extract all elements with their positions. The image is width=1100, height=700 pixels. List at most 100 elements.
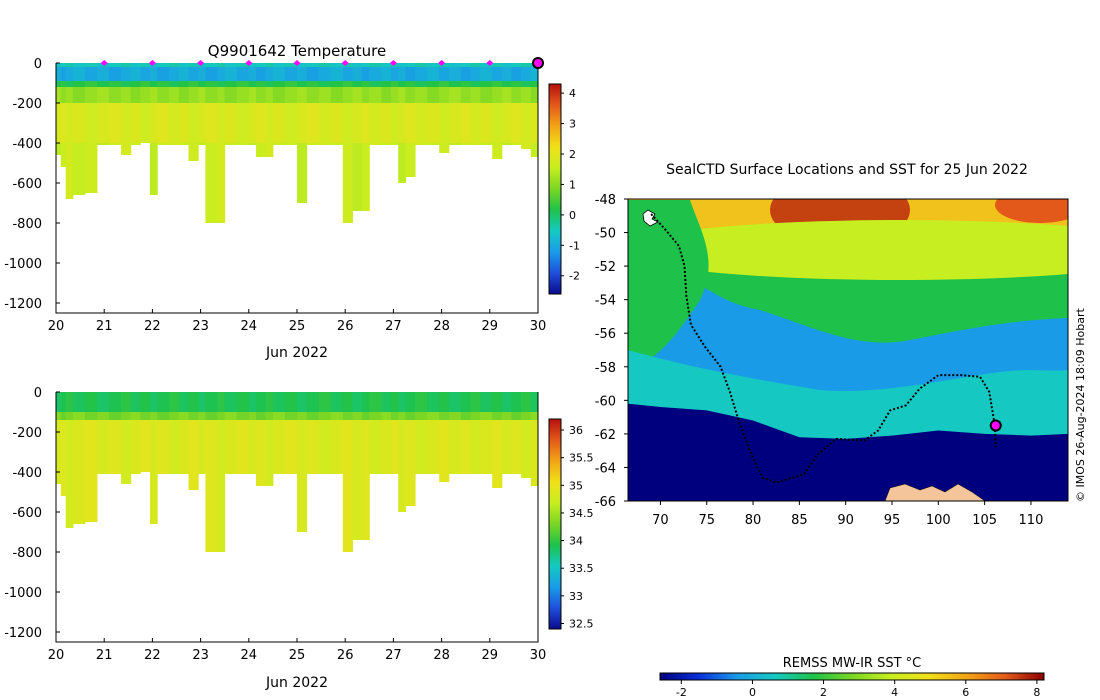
- section-cell: [130, 143, 141, 145]
- section-cell: [521, 81, 532, 87]
- x-tick-label: 25: [289, 648, 306, 663]
- section-cell: [330, 392, 344, 412]
- section-cell: [342, 103, 353, 143]
- section-cell: [297, 103, 308, 143]
- section-cell: [415, 63, 428, 67]
- section-cell: [297, 143, 308, 203]
- section-cell: [415, 392, 428, 412]
- section-cell: [188, 87, 199, 103]
- section-cell: [511, 412, 522, 420]
- section-cell: [427, 103, 440, 143]
- x-tick-label: 30: [530, 648, 547, 663]
- section-cell: [381, 103, 392, 143]
- section-cell: [224, 412, 238, 420]
- section-cell: [460, 392, 472, 412]
- section-cell: [330, 420, 344, 474]
- section-cell: [318, 143, 332, 145]
- section-cell: [130, 87, 141, 103]
- section-cell: [297, 81, 308, 87]
- y-tick-label: 0: [34, 57, 42, 72]
- section-cell: [460, 87, 472, 103]
- section-cell: [84, 81, 98, 87]
- section-cell: [480, 81, 493, 87]
- section-cell: [96, 392, 110, 412]
- section-cell: [306, 412, 320, 420]
- sst-map-longitude-axis: 70 75 80 85 90 95 100 105 110: [652, 501, 1043, 528]
- section-cell: [217, 412, 226, 420]
- section-cell: [130, 420, 141, 474]
- section-cell: [492, 67, 503, 81]
- section-cell: [342, 87, 353, 103]
- section-cell: [398, 412, 406, 420]
- section-cell: [272, 412, 286, 420]
- section-cell: [521, 67, 532, 81]
- section-cell: [121, 103, 132, 143]
- lon-tick-label: 80: [745, 513, 762, 528]
- section-cell: [530, 103, 538, 143]
- section-cell: [448, 143, 462, 145]
- section-cell: [381, 67, 392, 81]
- section-cell: [501, 63, 512, 67]
- section-cell: [330, 87, 344, 103]
- section-cell: [352, 81, 363, 87]
- section-cell: [439, 143, 450, 153]
- section-cell: [342, 63, 353, 67]
- section-cell: [178, 81, 190, 87]
- section-cell: [130, 392, 141, 412]
- section-cell: [65, 81, 74, 87]
- section-cell: [65, 103, 74, 143]
- section-cell: [188, 103, 199, 143]
- section-cell: [352, 67, 363, 81]
- section-cell: [470, 420, 481, 474]
- section-cell: [248, 67, 257, 81]
- section-cell: [130, 81, 141, 87]
- section-cell: [121, 87, 132, 103]
- section-cell: [521, 63, 532, 67]
- section-cell: [427, 392, 440, 412]
- x-tick-label: 23: [192, 319, 209, 334]
- section-cell: [205, 63, 218, 67]
- section-cell: [272, 67, 286, 81]
- sst-cold-west: [628, 200, 709, 370]
- section-cell: [362, 420, 370, 540]
- lon-tick-label: 105: [972, 513, 997, 528]
- section-cell: [297, 420, 308, 532]
- sst-colorbar-tick-label: -2: [676, 686, 687, 699]
- x-tick-label: 22: [144, 648, 161, 663]
- section-cell: [470, 392, 481, 412]
- section-cell: [96, 412, 110, 420]
- section-cell: [330, 81, 344, 87]
- section-cell: [352, 392, 363, 412]
- imos-credit: © IMOS 26-Aug-2024 18:09 Hobart: [1074, 308, 1087, 502]
- section-cell: [157, 63, 170, 67]
- lat-tick-label: -48: [595, 193, 616, 208]
- lon-tick-label: 110: [1019, 513, 1044, 528]
- section-cell: [460, 81, 472, 87]
- section-cell: [178, 63, 190, 67]
- section-cell: [157, 420, 170, 474]
- section-cell: [188, 81, 199, 87]
- section-cell: [56, 103, 62, 143]
- section-cell: [236, 87, 250, 103]
- section-cell: [284, 392, 298, 412]
- section-cell: [56, 420, 62, 484]
- salinity-x-axis-label: Jun 2022: [265, 675, 328, 691]
- section-cell: [272, 143, 286, 145]
- section-cell: [511, 392, 522, 412]
- section-cell: [530, 87, 538, 103]
- section-cell: [188, 143, 199, 161]
- section-cell: [236, 67, 250, 81]
- sst-map-latitude-axis: -48 -50 -52 -54 -56 -58 -60 -62 -64 -66: [595, 193, 628, 510]
- section-cell: [65, 87, 74, 103]
- section-cell: [405, 143, 416, 177]
- section-cell: [460, 67, 472, 81]
- temperature-colorbar-bar: [548, 83, 562, 295]
- section-cell: [198, 67, 206, 81]
- y-tick-label: 0: [34, 386, 42, 401]
- lat-tick-label: -54: [595, 294, 616, 309]
- section-cell: [224, 87, 238, 103]
- section-cell: [405, 392, 416, 412]
- section-cell: [65, 67, 74, 81]
- section-cell: [65, 420, 74, 528]
